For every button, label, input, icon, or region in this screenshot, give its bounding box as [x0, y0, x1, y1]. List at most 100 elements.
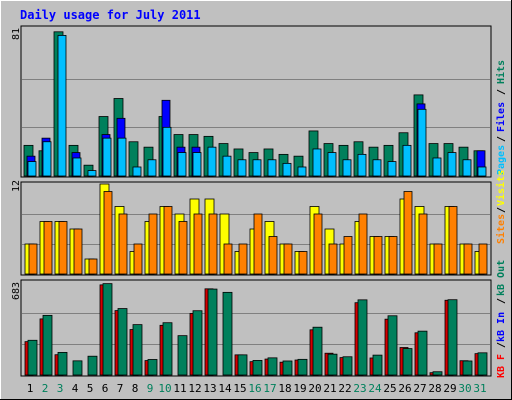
sites-bar: [193, 213, 203, 275]
legend-sites: Sites: [495, 214, 507, 244]
legend-sep-5: /: [496, 298, 507, 304]
legend-visits: Visits: [495, 170, 507, 206]
kb-out-bar: [342, 356, 353, 376]
day-label: 17: [263, 382, 276, 395]
sites-bar: [58, 221, 68, 275]
day-label: 5: [87, 382, 94, 395]
legend-visits-panel: Sites / Visits: [495, 170, 507, 244]
pages-bar: [432, 157, 442, 177]
sites-bar: [43, 221, 53, 275]
day-label: 16: [248, 382, 261, 395]
kb-out-bar: [357, 299, 368, 376]
day-label: 8: [132, 382, 139, 395]
day-label: 1: [27, 382, 34, 395]
day-label: 11: [173, 382, 186, 395]
kb-out-bar: [192, 310, 203, 376]
day-label: 29: [443, 382, 456, 395]
sites-bar: [373, 236, 383, 275]
kb-out-bar: [387, 315, 398, 376]
kb-out-bar: [372, 354, 383, 376]
sites-bar: [388, 236, 398, 275]
pages-bar: [87, 170, 97, 177]
kb-out-bar: [87, 355, 98, 376]
pages-bar: [462, 159, 472, 177]
kb-out-bar: [327, 353, 338, 376]
kb-out-bar: [57, 351, 68, 376]
pages-bar: [237, 159, 247, 177]
pages-bar: [312, 148, 322, 177]
kb-out-bar: [432, 371, 443, 376]
kb-out-bar: [282, 360, 293, 376]
kb-out-bar: [237, 354, 248, 376]
day-label: 9: [147, 382, 154, 395]
kb-out-bar: [27, 339, 38, 376]
sites-bar: [253, 213, 263, 275]
sites-bar: [313, 213, 323, 275]
pages-bar: [132, 166, 142, 177]
day-label: 23: [353, 382, 366, 395]
sites-bar: [343, 236, 353, 275]
legend-sep-3: /: [496, 207, 507, 213]
kb-out-bar: [222, 291, 233, 376]
pages-bar: [252, 159, 262, 177]
legend-hits-panel: Pages / Files / Hits: [495, 60, 507, 175]
day-label: 15: [233, 382, 246, 395]
day-label: 6: [102, 382, 109, 395]
kb-out-bar: [72, 360, 83, 376]
pages-bar: [267, 159, 277, 177]
pages-bar: [222, 155, 232, 177]
kb-out-bar: [462, 360, 473, 376]
legend-sep-4: /: [496, 342, 507, 348]
sites-bar: [163, 206, 173, 275]
kb-out-bar: [297, 358, 308, 376]
sites-bar: [298, 251, 308, 275]
day-label: 26: [398, 382, 411, 395]
pages-bar: [72, 157, 82, 177]
legend-kbin: kB In: [496, 312, 507, 342]
sites-bar: [208, 213, 218, 275]
legend-sep-2: /: [496, 89, 507, 95]
pages-bar: [282, 162, 292, 177]
sites-bar: [133, 243, 143, 275]
day-label: 30: [458, 382, 471, 395]
day-label: 7: [117, 382, 124, 395]
day-label: 18: [278, 382, 291, 395]
kb-ymax-label: 683: [11, 282, 22, 300]
kb-out-bar: [402, 348, 413, 376]
day-label: 19: [293, 382, 306, 395]
sites-bar: [463, 243, 473, 275]
pages-bar: [57, 35, 67, 177]
pages-bar: [477, 166, 487, 177]
sites-bar: [28, 243, 38, 275]
sites-bar: [148, 213, 158, 275]
sites-bar: [118, 213, 128, 275]
kb-out-bar: [207, 288, 218, 376]
sites-bar: [448, 206, 458, 275]
visits-ymax-label: 12: [11, 180, 22, 192]
day-label: 22: [338, 382, 351, 395]
bars-group: [22, 31, 490, 376]
pages-bar: [147, 159, 157, 177]
kb-out-bar: [312, 326, 323, 376]
day-label: 28: [428, 382, 441, 395]
kb-out-bar: [147, 359, 158, 376]
sites-bar: [478, 243, 488, 275]
pages-bar: [297, 166, 307, 177]
kb-out-bar: [102, 283, 113, 376]
pages-bar: [192, 152, 202, 177]
day-label: 4: [72, 382, 79, 395]
pages-bar: [357, 153, 367, 177]
pages-bar: [327, 152, 337, 177]
day-label: 31: [473, 382, 486, 395]
pages-bar: [417, 108, 427, 177]
pages-bar: [177, 152, 187, 177]
kb-out-bar: [117, 308, 128, 376]
sites-bar: [223, 243, 233, 275]
panel-kb: [20, 279, 492, 377]
legend-pages: Pages: [496, 145, 507, 175]
day-label: 12: [188, 382, 201, 395]
day-label: 10: [158, 382, 171, 395]
kb-out-bar: [252, 360, 263, 376]
day-label: 3: [57, 382, 64, 395]
